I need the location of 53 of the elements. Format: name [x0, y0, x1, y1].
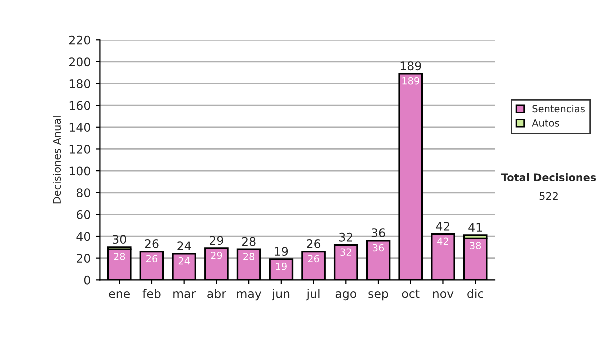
total-label: 189	[400, 62, 422, 71]
x-tick-label: dic	[468, 289, 484, 298]
data-label: 42	[438, 238, 448, 245]
total-label: 29	[210, 236, 224, 246]
total-label: 24	[178, 242, 192, 250]
x-tick-label: abr	[208, 289, 226, 298]
total-label: 36	[372, 228, 386, 238]
total-label: 28	[242, 237, 256, 246]
legend-label: Sentencias	[532, 105, 585, 113]
legend-label: Autos	[532, 120, 560, 127]
text: 522	[540, 192, 558, 200]
total-label: 19	[275, 247, 288, 256]
data-label: 38	[470, 242, 482, 250]
data-label: 28	[244, 253, 255, 260]
x-tick-label: jun	[272, 289, 290, 301]
data-label: 189	[402, 77, 420, 85]
data-label: 32	[340, 248, 352, 256]
x-tick-label: nov	[433, 292, 454, 298]
total-label: 30	[113, 235, 126, 244]
data-label: 24	[178, 257, 190, 265]
y-tick-label: 0	[84, 276, 90, 285]
y-tick-label: 60	[76, 210, 90, 220]
x-tick-label: mar	[174, 292, 196, 298]
y-tick-label: 220	[70, 36, 90, 45]
y-tick-label: 80	[76, 188, 90, 198]
x-tick-label: sep	[368, 292, 388, 301]
data-label: 26	[308, 255, 320, 263]
total-label: 26	[145, 239, 159, 248]
total-label: 32	[340, 232, 352, 242]
y-tick-label: 100	[70, 166, 90, 176]
data-label: 29	[211, 252, 222, 260]
data-label: 28	[114, 253, 126, 260]
text: Total Decisiones	[501, 173, 596, 182]
data-label: 26	[146, 255, 158, 263]
total-label: 26	[307, 239, 321, 248]
y-tick-label: 20	[77, 254, 90, 263]
y-tick-label: 180	[70, 79, 90, 88]
y-tick-label: 120	[70, 144, 90, 154]
data-label: 19	[276, 262, 287, 270]
x-tick-label: ago	[336, 292, 356, 301]
y-tick-label: 160	[70, 101, 90, 110]
y-tick-label: 140	[70, 123, 90, 132]
x-tick-label: jul	[306, 289, 320, 301]
data-label: 36	[373, 244, 384, 252]
total-label: 41	[468, 223, 482, 232]
y-axis-title: Decisiones Anual	[53, 116, 62, 204]
x-tick-label: feb	[142, 289, 161, 298]
y-tick-label: 40	[76, 232, 90, 242]
y-tick-label: 200	[70, 58, 90, 67]
x-tick-label: may	[237, 292, 262, 301]
x-tick-label: ene	[109, 292, 130, 298]
total-label: 42	[436, 222, 450, 231]
x-tick-label: oct	[402, 290, 420, 298]
